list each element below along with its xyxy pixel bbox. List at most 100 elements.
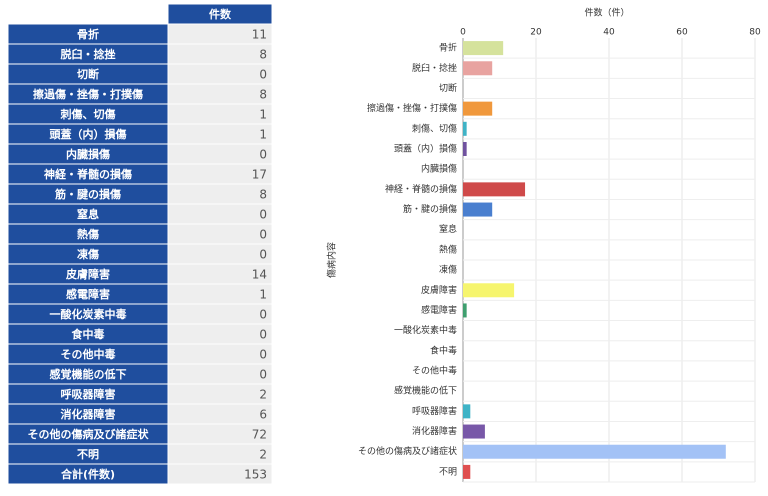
y-tick-label: 感電障害 [421,304,457,316]
value-cell [167,243,273,265]
row-label: 合計(件数) [61,467,115,481]
row-label: 脱臼・捻挫 [61,47,116,61]
row-value: 153 [244,468,267,482]
row-label: 食中毒 [72,327,105,341]
value-cell [167,363,273,385]
row-label: 不明 [77,448,99,461]
bar [463,444,726,459]
row-value: 6 [259,408,267,422]
value-cell [167,463,273,485]
bar [463,182,526,197]
value-cell [167,143,273,165]
value-cell [167,223,273,245]
row-label: 一酸化炭素中毒 [50,307,127,321]
x-tick-label: 40 [603,28,615,38]
bar [463,202,493,217]
y-tick-label: 頭蓋（内）損傷 [394,143,457,155]
x-axis-title: 件数（件） [584,7,629,19]
row-label: その他の傷病及び諸症状 [28,427,150,441]
row-value: 1 [259,108,267,122]
value-cell [167,83,273,105]
row-value: 0 [259,308,267,322]
row-label: 皮膚障害 [65,267,110,281]
y-tick-label: 刺傷、切傷 [412,122,457,134]
row-label: 消化器障害 [61,407,116,421]
row-value: 0 [259,248,267,262]
bar [463,61,493,76]
row-label: 筋・腱の損傷 [54,187,121,201]
y-tick-label: 内臓損傷 [421,163,457,175]
value-cell [167,443,273,465]
bar [463,121,467,136]
header-text: 件数 [209,7,232,21]
row-label: 神経・脊髄の損傷 [44,167,132,181]
x-tick-label: 80 [749,28,761,38]
row-value: 0 [259,148,267,162]
row-label: 刺傷、切傷 [60,107,116,121]
y-tick-label: 凍傷 [439,264,457,276]
y-axis-title: 傷病内容 [326,242,338,278]
y-tick-label: 擦過傷・挫傷・打撲傷 [367,102,457,114]
row-value: 2 [259,448,267,462]
row-value: 0 [259,368,267,382]
row-label: 感覚機能の低下 [50,367,127,381]
row-label: 凍傷 [77,247,99,261]
bar [463,101,493,116]
bar [463,424,485,439]
x-tick-label: 20 [530,28,542,38]
bar [463,142,467,156]
y-tick-label: その他の傷病及び諸症状 [358,445,457,457]
row-label: 呼吸器障害 [61,387,116,401]
y-tick-label: 熱傷 [439,243,457,255]
row-value: 8 [259,188,267,202]
value-cell [167,123,273,145]
row-label: 頭蓋（内）損傷 [50,127,127,141]
y-tick-label: その他中毒 [412,365,457,377]
y-tick-label: 感覚機能の低下 [394,385,457,397]
value-cell [167,103,273,125]
row-label: 切断 [77,67,99,81]
row-value: 8 [259,88,267,102]
row-value: 1 [259,128,267,142]
value-cell [167,183,273,205]
y-tick-label: 神経・脊髄の損傷 [385,183,457,195]
row-value: 0 [259,348,267,362]
y-tick-label: 不明 [439,466,457,477]
x-tick-label: 0 [460,28,466,38]
y-tick-label: 食中毒 [430,344,457,356]
value-cell [167,343,273,365]
value-cell [167,383,273,405]
bar [463,41,504,56]
row-label: 熱傷 [77,227,99,241]
row-value: 0 [259,208,267,222]
row-label: 窒息 [77,207,99,221]
bar [463,404,471,419]
value-cell [167,203,273,225]
value-cell [167,283,273,305]
row-value: 2 [259,388,267,402]
row-value: 0 [259,68,267,82]
value-cell [167,63,273,85]
row-value: 17 [252,168,267,182]
bar [463,303,467,318]
row-label: 擦過傷・挫傷・打撲傷 [33,87,143,101]
y-tick-label: 筋・腱の損傷 [403,203,457,215]
value-cell [167,403,273,425]
row-label: その他中毒 [61,347,116,361]
row-value: 8 [259,48,267,62]
bar [463,464,471,479]
y-tick-label: 一酸化炭素中毒 [394,324,457,336]
y-tick-label: 窒息 [439,223,457,235]
bar [463,283,515,298]
row-value: 11 [252,28,267,42]
row-value: 0 [259,328,267,342]
value-cell [167,43,273,65]
row-value: 1 [259,288,267,302]
y-tick-label: 皮膚障害 [421,284,457,296]
row-value: 14 [252,268,267,282]
y-tick-label: 消化器障害 [412,425,457,437]
row-value: 0 [259,228,267,242]
row-value: 72 [252,428,267,442]
row-label: 内臓損傷 [66,147,110,161]
